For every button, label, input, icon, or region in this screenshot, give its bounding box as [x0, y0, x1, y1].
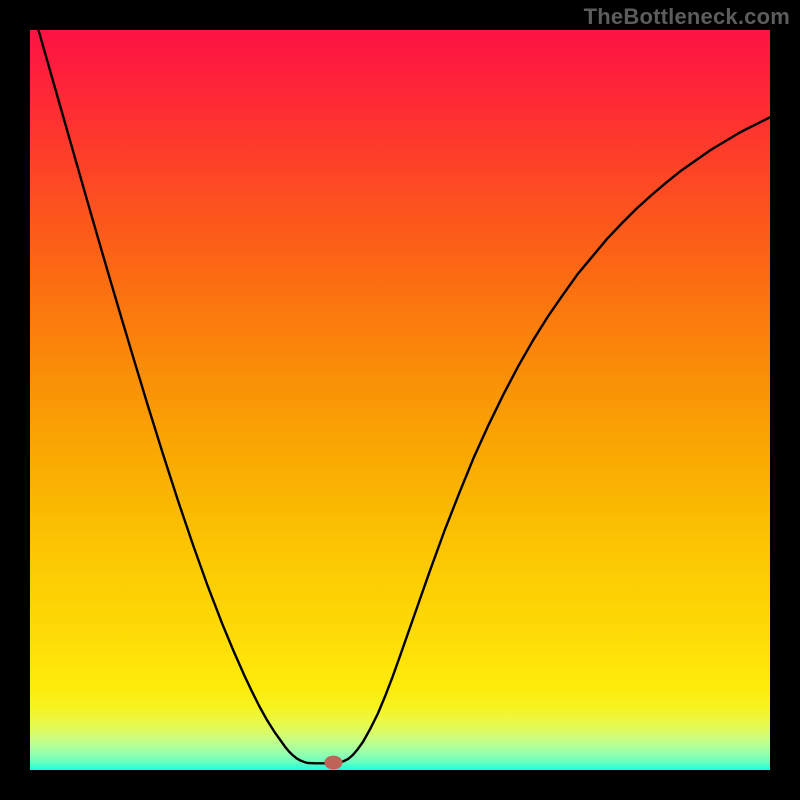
bottleneck-curve-chart: [0, 0, 800, 800]
chart-container: TheBottleneck.com: [0, 0, 800, 800]
watermark-text: TheBottleneck.com: [584, 4, 790, 30]
optimal-point-marker: [324, 756, 342, 770]
